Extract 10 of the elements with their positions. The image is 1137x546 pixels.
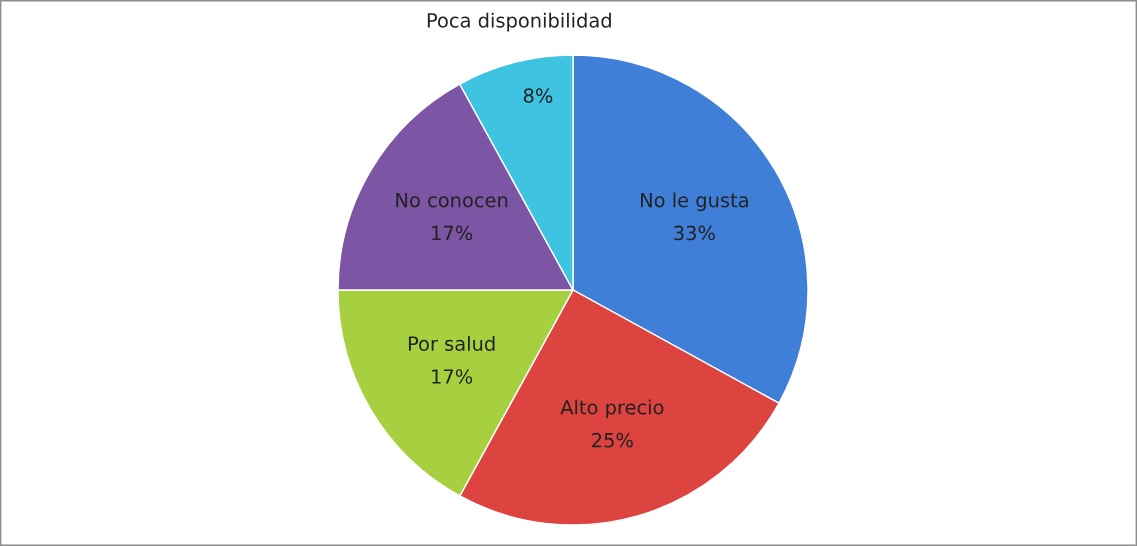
slice-label: Alto precio <box>560 399 664 419</box>
data-label: 8% <box>523 88 553 103</box>
slice-label: Poca disponibilidad <box>427 12 611 32</box>
slice-label: Por salud <box>408 335 495 351</box>
data-label: 17% <box>432 369 473 384</box>
data-label: 17% <box>432 225 473 241</box>
data-label: 33% <box>674 225 715 241</box>
slice-label: No conocen <box>396 192 508 208</box>
slice-label: No le gusta <box>641 192 748 212</box>
data-label: 25% <box>592 432 633 448</box>
